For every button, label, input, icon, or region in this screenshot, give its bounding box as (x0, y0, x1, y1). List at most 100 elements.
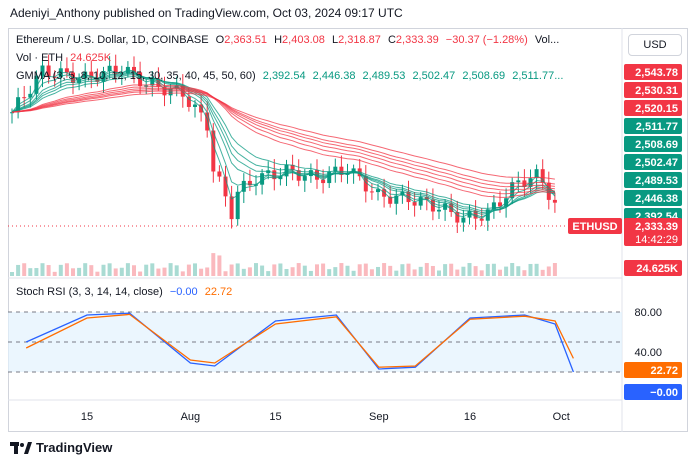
volume-bar (40, 263, 45, 276)
price-tag (624, 100, 682, 116)
candle-body (418, 197, 423, 206)
gmma-line (11, 74, 556, 212)
x-tick-label: Aug (181, 411, 201, 423)
tradingview-wordmark: TradingView (36, 440, 113, 455)
price-tag-text: 2,511.77 (636, 121, 678, 133)
candle-body (491, 202, 496, 210)
symbol-tag (568, 218, 622, 234)
candle-body (498, 202, 502, 207)
price-tag-text: 2,508.69 (635, 139, 678, 151)
volume-bar (150, 263, 155, 276)
volume-bar (369, 269, 374, 276)
volume-bar (388, 265, 393, 276)
candle-body (144, 85, 149, 87)
volume-bar (71, 268, 75, 276)
last-price-text: 2,333.39 (635, 221, 678, 233)
volume-tag-text: 24.625K (636, 263, 678, 275)
stoch-k-line (25, 312, 575, 373)
volume-bar (345, 265, 350, 276)
candle-body (443, 203, 448, 210)
tradingview-logo[interactable]: TradingView (10, 440, 112, 455)
candle-body (113, 65, 118, 75)
volume-bar (113, 268, 118, 276)
volume-bar (455, 269, 460, 276)
publish-line: Adeniyi_Anthony published on TradingView… (10, 6, 403, 20)
currency-button[interactable]: USD (628, 34, 682, 56)
volume-bar (247, 267, 252, 276)
volume-bar (516, 266, 521, 276)
volume-bar (296, 263, 301, 276)
stoch-d-tag-text: 22.72 (650, 365, 678, 377)
volume-bar (46, 265, 51, 276)
stoch-k-tag-text: −0.00 (650, 387, 678, 399)
x-tick-label: Oct (553, 411, 570, 423)
candle-body (516, 180, 521, 183)
countdown-text: 14:42:29 (635, 234, 678, 246)
volume-bar (363, 263, 368, 276)
stoch-k-value: −0.00 (169, 286, 198, 298)
volume-bar (382, 263, 387, 276)
gmma-legend: GMMA (3, 5, 8, 10, 12, 15, 30, 35, 40, 4… (16, 70, 567, 82)
candle-body (211, 130, 216, 172)
volume-bar (546, 266, 551, 276)
candle-body (540, 169, 545, 183)
volume-bar (510, 263, 515, 276)
candle-body (321, 179, 326, 184)
candle-body (138, 72, 143, 87)
volume-bar (132, 265, 136, 276)
candle-body (186, 96, 191, 107)
volume-bar (351, 270, 356, 276)
volume-bar (461, 266, 466, 276)
volume-bar (22, 263, 27, 276)
volume-bar (180, 271, 185, 276)
volume-bar (229, 264, 234, 276)
candle-body (217, 171, 222, 177)
candle-body (534, 169, 539, 179)
gmma-value: 2,508.69 (462, 70, 506, 82)
volume-bar (540, 269, 545, 276)
candle-body (10, 112, 14, 114)
volume-bar (260, 265, 265, 276)
vol-label: Vol · ETH (16, 52, 64, 64)
volume-bar (418, 266, 423, 276)
volume-bar (412, 269, 417, 276)
candle-body (28, 93, 33, 98)
volume-bar (52, 271, 57, 276)
volume-bar (522, 270, 527, 276)
stoch-tick-label: 40.00 (634, 347, 662, 359)
volume-bar (217, 255, 222, 276)
volume-bar (406, 263, 411, 276)
price-tag-text: 2,543.78 (635, 67, 678, 79)
volume-bar (290, 267, 295, 276)
candle-body (223, 176, 228, 197)
volume-bar (394, 270, 399, 276)
volume-bar (235, 263, 240, 276)
volume-bar (125, 263, 130, 276)
candle-body (205, 112, 210, 131)
volume-bar (424, 263, 429, 276)
price-tag (624, 118, 682, 134)
candle-body (552, 199, 557, 203)
volume-bar (107, 263, 112, 276)
volume-bar (186, 264, 191, 276)
candle-body (40, 65, 45, 76)
gmma-line (11, 72, 556, 215)
volume-bar (168, 263, 173, 276)
volume-bar (467, 263, 472, 276)
gmma-line (11, 87, 555, 191)
price-tag (624, 82, 682, 98)
volume-bar (83, 263, 88, 276)
candle-body (132, 66, 136, 73)
open-value: 2,363.51 (224, 34, 268, 46)
gmma-value: 2,502.47 (412, 70, 456, 82)
volume-bar (95, 271, 100, 276)
volume-bar (89, 265, 94, 276)
volume-bar (357, 264, 362, 276)
volume-bar (34, 268, 39, 276)
stoch-legend: Stoch RSI (3, 3, 14, 14, close) −0.00 22… (16, 286, 236, 298)
gmma-line (11, 72, 556, 214)
candle-body (369, 191, 374, 193)
candle-body (247, 180, 252, 186)
candle-body (89, 71, 94, 78)
